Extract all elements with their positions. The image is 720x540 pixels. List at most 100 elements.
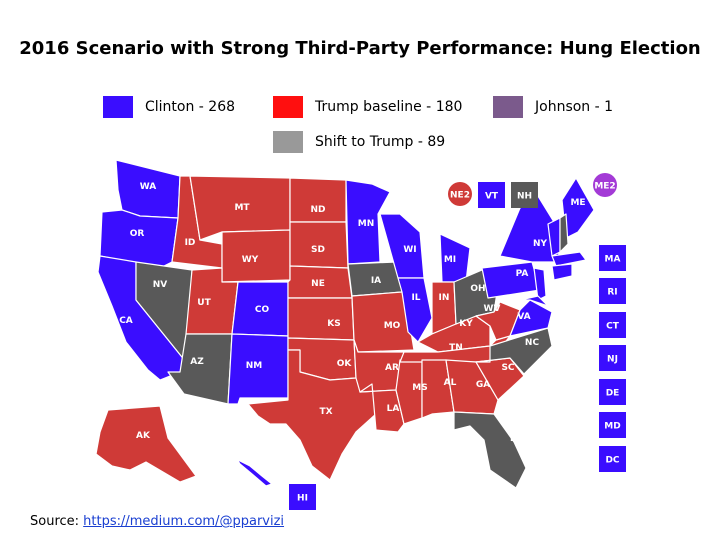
state-label-il: IL — [411, 293, 420, 303]
states-layer — [95, 159, 595, 489]
state-label-ca: CA — [119, 316, 133, 326]
tile-hi: HI — [289, 484, 316, 510]
state-label-pa: PA — [516, 269, 529, 279]
legend-swatch-shift — [273, 131, 303, 153]
tile-label-dc: DC — [605, 456, 619, 466]
legend-clinton: Clinton - 268 — [103, 96, 235, 118]
state-label-mo: MO — [384, 321, 401, 331]
state-label-la: LA — [387, 404, 400, 414]
state-label-nd: ND — [310, 205, 325, 215]
state-label-id: ID — [185, 238, 196, 248]
legend-swatch-johnson — [493, 96, 523, 118]
tile-label-ri: RI — [607, 288, 617, 298]
state-label-ms: MS — [412, 383, 427, 393]
legend-label-trump: Trump baseline - 180 — [315, 99, 463, 115]
state-label-wy: WY — [242, 255, 259, 265]
tile-box-nh — [511, 182, 538, 208]
state-label-sc: SC — [501, 363, 514, 373]
state-fl — [453, 411, 527, 489]
district-ne2: NE2 — [448, 182, 472, 206]
tile-dc: DC — [599, 446, 626, 472]
state-label-mn: MN — [358, 219, 375, 229]
state-label-mi: MI — [444, 255, 456, 265]
state-label-fl: FL — [510, 434, 522, 444]
state-label-ar: AR — [385, 363, 399, 373]
tile-box-nj — [599, 345, 626, 371]
state-label-nm: NM — [246, 361, 263, 371]
state-label-al: AL — [444, 378, 457, 388]
state-nc — [475, 327, 553, 375]
district-circle-ne2 — [448, 182, 472, 206]
tile-box-ct — [599, 312, 626, 338]
tile-ct: CT — [599, 312, 626, 338]
state-va — [509, 299, 553, 337]
map-title: 2016 Scenario with Strong Third-Party Pe… — [19, 38, 701, 59]
source-link[interactable]: https://medium.com/@pparvizi — [83, 514, 285, 529]
state-label-va: VA — [517, 312, 530, 322]
legend-swatch-clinton — [103, 96, 133, 118]
state-label-ak: AK — [136, 431, 151, 441]
state-label-wi: WI — [403, 245, 416, 255]
state-label-sd: SD — [311, 245, 325, 255]
state-md — [519, 295, 549, 307]
state-label-wv: WV — [484, 304, 501, 314]
legend-shift: Shift to Trump - 89 — [273, 131, 445, 153]
tile-de: DE — [599, 379, 626, 405]
state-label-ny: NY — [533, 239, 548, 249]
state-label-ia: IA — [371, 276, 381, 286]
tile-box-ma — [599, 245, 626, 271]
tile-box-vt — [478, 182, 505, 208]
state-label-ut: UT — [197, 298, 211, 308]
state-ma — [551, 251, 587, 267]
state-hi — [233, 453, 273, 487]
small-state-tiles: VT NH MA RI CT NJ DE MD DC HI NE2 ME2 — [289, 173, 626, 510]
state-ct — [551, 263, 573, 281]
state-labels-layer: WA OR CA NV ID MT WY UT CO AZ NM ND SD NE KS OK TX MN IA MO… — [119, 182, 585, 444]
state-nj — [533, 267, 547, 301]
state-ks — [287, 297, 355, 341]
state-label-nc: NC — [525, 338, 540, 348]
state-label-nv: NV — [153, 280, 168, 290]
state-label-oh: OH — [470, 284, 485, 294]
legend-trump: Trump baseline - 180 — [273, 96, 462, 118]
tile-label-de: DE — [606, 389, 620, 399]
tile-label-md: MD — [604, 422, 620, 432]
state-label-wa: WA — [140, 182, 157, 192]
state-nd — [289, 177, 347, 223]
state-al — [421, 359, 455, 419]
tile-ri: RI — [599, 278, 626, 304]
state-label-az: AZ — [190, 357, 204, 367]
tile-box-de — [599, 379, 626, 405]
district-me2: ME2 — [593, 173, 617, 197]
source-line: Source: https://medium.com/@pparvizi — [30, 514, 284, 529]
tile-label-nh: NH — [517, 192, 532, 202]
legend-label-clinton: Clinton - 268 — [145, 99, 236, 115]
tile-ma: MA — [599, 245, 626, 271]
state-label-ks: KS — [327, 319, 340, 329]
tile-box-md — [599, 412, 626, 438]
state-tx — [247, 349, 377, 481]
tile-label-nj: NJ — [607, 355, 618, 365]
tile-label-vt: VT — [485, 192, 499, 202]
tile-box-ri — [599, 278, 626, 304]
tile-label-ma: MA — [605, 255, 621, 265]
state-ak — [95, 405, 197, 483]
legend-label-shift: Shift to Trump - 89 — [315, 134, 446, 150]
legend-swatch-trump — [273, 96, 303, 118]
source-prefix: Source: — [30, 514, 84, 529]
tile-md: MD — [599, 412, 626, 438]
tile-nh: NH — [511, 182, 538, 208]
tile-box-hi — [289, 484, 316, 510]
state-pa — [481, 261, 541, 299]
tile-label-ct: CT — [606, 322, 620, 332]
legend-label-johnson: Johnson - 1 — [535, 99, 614, 115]
state-label-ky: KY — [459, 319, 473, 329]
state-label-tx: TX — [319, 407, 332, 417]
tile-box-dc — [599, 446, 626, 472]
state-label-tn: TN — [449, 343, 463, 353]
state-label-ok: OK — [337, 359, 353, 369]
tile-vt: VT — [478, 182, 505, 208]
state-wi — [379, 213, 425, 279]
state-label-co: CO — [255, 305, 270, 315]
